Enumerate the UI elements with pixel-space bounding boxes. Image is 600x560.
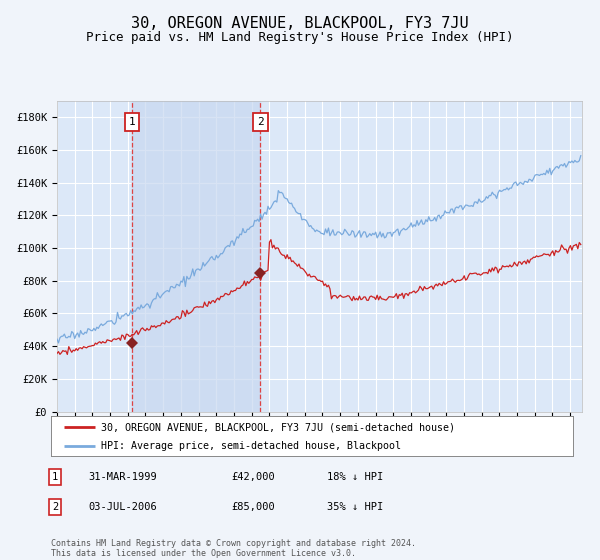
Text: 03-JUL-2006: 03-JUL-2006: [89, 502, 158, 512]
Text: Contains HM Land Registry data © Crown copyright and database right 2024.
This d: Contains HM Land Registry data © Crown c…: [51, 539, 416, 558]
Text: 31-MAR-1999: 31-MAR-1999: [89, 472, 158, 482]
Text: 1: 1: [52, 472, 58, 482]
Text: 2: 2: [52, 502, 58, 512]
Text: 30, OREGON AVENUE, BLACKPOOL, FY3 7JU (semi-detached house): 30, OREGON AVENUE, BLACKPOOL, FY3 7JU (s…: [101, 422, 455, 432]
Text: £42,000: £42,000: [231, 472, 275, 482]
Text: 35% ↓ HPI: 35% ↓ HPI: [327, 502, 383, 512]
Text: £85,000: £85,000: [231, 502, 275, 512]
Text: Price paid vs. HM Land Registry's House Price Index (HPI): Price paid vs. HM Land Registry's House …: [86, 31, 514, 44]
Text: 18% ↓ HPI: 18% ↓ HPI: [327, 472, 383, 482]
Bar: [132, 101, 260, 412]
Text: 2: 2: [257, 117, 264, 127]
Text: 30, OREGON AVENUE, BLACKPOOL, FY3 7JU: 30, OREGON AVENUE, BLACKPOOL, FY3 7JU: [131, 16, 469, 31]
Text: HPI: Average price, semi-detached house, Blackpool: HPI: Average price, semi-detached house,…: [101, 441, 401, 451]
Text: 1: 1: [129, 117, 136, 127]
